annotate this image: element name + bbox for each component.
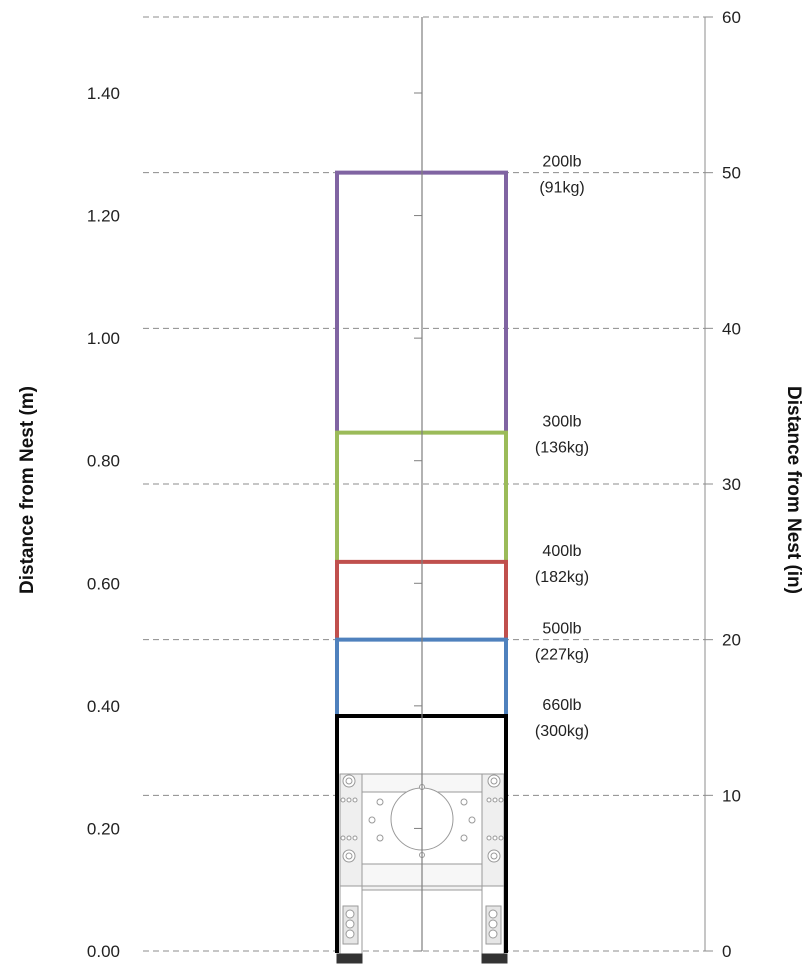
load-mass-label: (227kg) xyxy=(535,647,589,664)
y-axis-right-tick-label: 60 xyxy=(722,8,741,27)
load-mass-label: (136kg) xyxy=(535,440,589,457)
y-axis-left-tick-label: 1.20 xyxy=(87,207,120,226)
y-axis-right-tick-label: 40 xyxy=(722,319,741,338)
y-axis-right-tick-label: 0 xyxy=(722,942,731,961)
y-axis-left-title: Distance from Nest (m) xyxy=(17,386,38,594)
y-axis-left-tick-label: 0.60 xyxy=(87,574,120,593)
load-mass-label: (300kg) xyxy=(535,723,589,740)
y-axis-left-tick-label: 0.00 xyxy=(87,942,120,961)
y-axis-left-tick-label: 1.00 xyxy=(87,329,120,348)
y-axis-right-tick-label: 20 xyxy=(722,631,741,650)
load-labels: 200lb (91kg) 300lb (136kg) 400lb (182kg) 500lb… xyxy=(535,154,589,740)
y-axis-left-tick-label: 0.80 xyxy=(87,452,120,471)
y-axis-left-tick-label: 1.40 xyxy=(87,84,120,103)
load-weight-label: 200lb xyxy=(542,154,581,171)
axes: 0 10 20 30 40 50 60 0.00 0.20 0.40 0.60 0.80 1.00 1.2… xyxy=(87,8,741,961)
y-axis-right-tick-label: 30 xyxy=(722,475,741,494)
load-weight-label: 400lb xyxy=(542,543,581,560)
load-mass-label: (91kg) xyxy=(539,180,584,197)
load-weight-label: 660lb xyxy=(542,697,581,714)
y-axis-left-tick-label: 0.40 xyxy=(87,697,120,716)
load-weight-label: 300lb xyxy=(542,414,581,431)
y-axis-right-tick-label: 10 xyxy=(722,786,741,805)
load-weight-label: 500lb xyxy=(542,621,581,638)
y-axis-right-tick-label: 50 xyxy=(722,164,741,183)
load-mass-label: (182kg) xyxy=(535,569,589,586)
y-axis-left-tick-label: 0.20 xyxy=(87,819,120,838)
y-axis-right-title: Distance from Nest (in) xyxy=(783,386,804,594)
